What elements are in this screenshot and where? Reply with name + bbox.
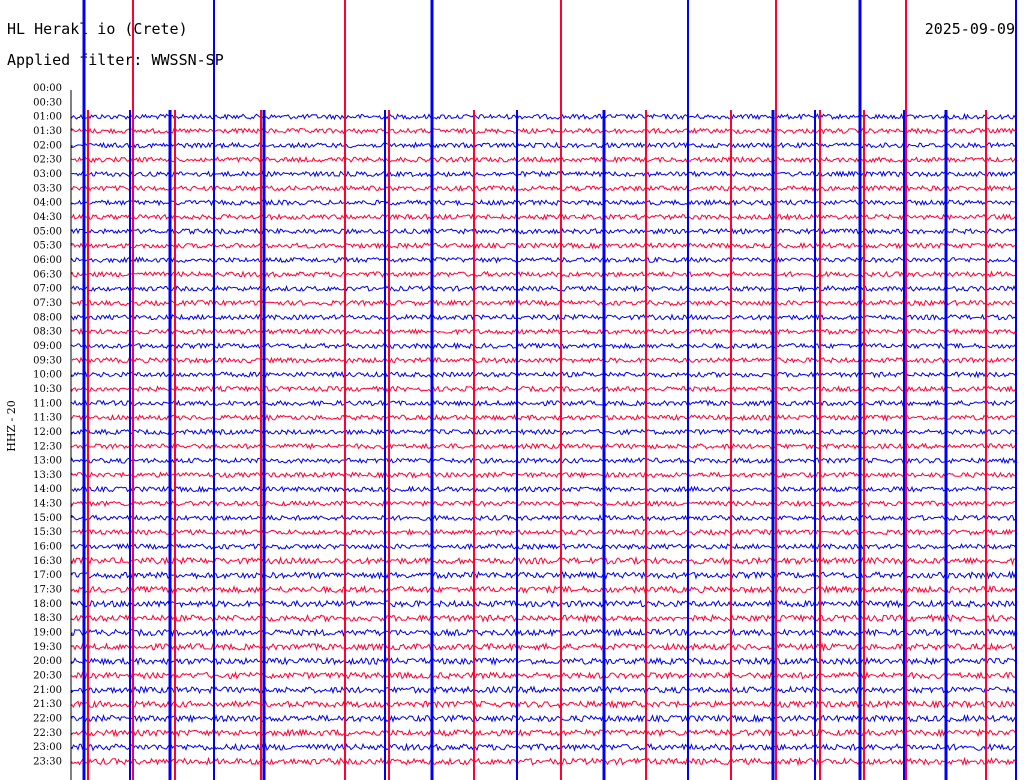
time-tick-label: 07:00 xyxy=(33,284,62,295)
channel-label: HHZ - 20 xyxy=(5,400,18,452)
time-tick-label: 15:30 xyxy=(33,527,62,538)
time-tick-label: 07:30 xyxy=(33,298,62,309)
time-tick-label: 22:30 xyxy=(33,728,62,739)
station-title: HL Herakl io (Crete) xyxy=(7,20,188,38)
time-tick-label: 18:30 xyxy=(33,613,62,624)
time-tick-label: 02:00 xyxy=(33,140,62,151)
time-tick-label: 05:30 xyxy=(33,241,62,252)
time-tick-label: 02:30 xyxy=(33,155,62,166)
time-tick-label: 14:00 xyxy=(33,484,62,495)
time-tick-label: 03:00 xyxy=(33,169,62,180)
time-tick-label: 20:30 xyxy=(33,671,62,682)
time-tick-label: 08:30 xyxy=(33,327,62,338)
time-tick-label: 19:00 xyxy=(33,628,62,639)
time-tick-label: 09:00 xyxy=(33,341,62,352)
time-tick-label: 01:00 xyxy=(33,112,62,123)
time-tick-label: 21:30 xyxy=(33,699,62,710)
time-tick-label: 00:30 xyxy=(33,97,62,108)
time-tick-label: 00:00 xyxy=(33,83,62,94)
time-tick-label: 16:00 xyxy=(33,542,62,553)
time-tick-label: 12:00 xyxy=(33,427,62,438)
time-tick-label: 11:30 xyxy=(33,413,62,424)
time-tick-label: 11:00 xyxy=(33,398,62,409)
time-tick-label: 17:00 xyxy=(33,570,62,581)
time-tick-label: 21:00 xyxy=(33,685,62,696)
time-tick-label: 13:30 xyxy=(33,470,62,481)
time-tick-label: 04:30 xyxy=(33,212,62,223)
time-tick-label: 15:00 xyxy=(33,513,62,524)
time-tick-label: 01:30 xyxy=(33,126,62,137)
event-spikes xyxy=(82,0,1017,780)
time-tick-label: 06:30 xyxy=(33,269,62,280)
time-tick-label: 04:00 xyxy=(33,198,62,209)
time-tick-label: 19:30 xyxy=(33,642,62,653)
time-tick-label: 12:30 xyxy=(33,441,62,452)
time-tick-label: 09:30 xyxy=(33,355,62,366)
time-tick-label: 16:30 xyxy=(33,556,62,567)
time-tick-label: 08:00 xyxy=(33,312,62,323)
time-tick-label: 14:30 xyxy=(33,499,62,510)
time-tick-labels: 00:00 00:30 01:00 01:30 02:00 02:30 03:00 03:30… xyxy=(33,83,62,768)
filter-label: Applied filter: WWSSN-SP xyxy=(7,51,224,69)
time-tick-label: 18:00 xyxy=(33,599,62,610)
time-tick-label: 22:00 xyxy=(33,714,62,725)
time-tick-label: 13:00 xyxy=(33,456,62,467)
record-date: 2025-09-09 xyxy=(924,20,1015,38)
time-tick-label: 05:00 xyxy=(33,226,62,237)
time-tick-label: 06:00 xyxy=(33,255,62,266)
time-tick-label: 17:30 xyxy=(33,585,62,596)
time-tick-label: 10:30 xyxy=(33,384,62,395)
time-tick-label: 03:30 xyxy=(33,183,62,194)
time-tick-label: 10:00 xyxy=(33,370,62,381)
time-tick-label: 23:30 xyxy=(33,757,62,768)
time-tick-label: 20:00 xyxy=(33,656,62,667)
time-tick-label: 23:00 xyxy=(33,742,62,753)
